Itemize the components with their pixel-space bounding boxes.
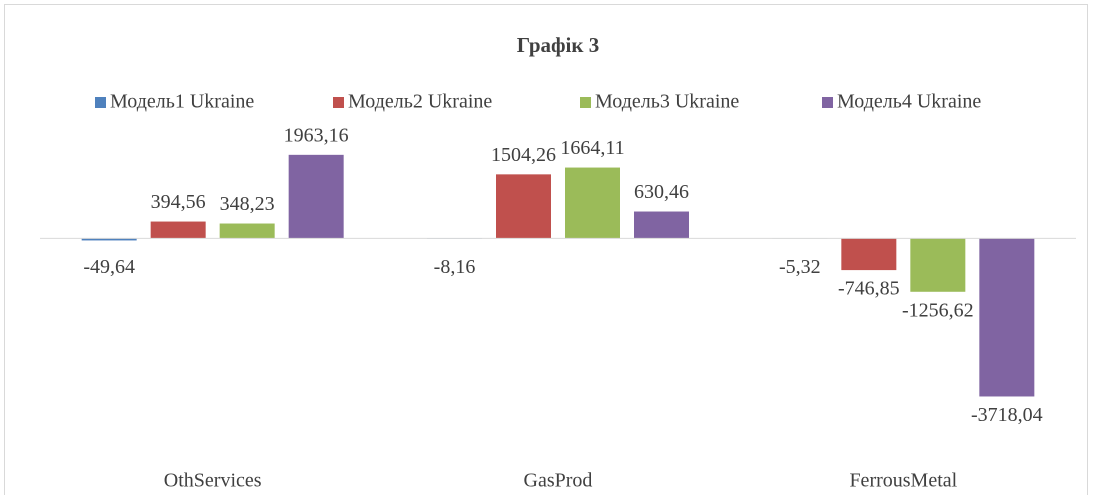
x-tick-label: GasProd <box>524 470 593 492</box>
legend-label: Модель2 Ukraine <box>348 91 492 113</box>
chart-border <box>4 4 1088 495</box>
legend-swatch <box>822 97 833 108</box>
legend-label: Модель3 Ukraine <box>595 91 739 113</box>
bar <box>496 174 551 239</box>
data-label: 1963,16 <box>284 124 349 146</box>
legend-label: Модель1 Ukraine <box>110 91 254 113</box>
bar <box>841 238 897 271</box>
bar <box>81 238 137 241</box>
legend-swatch <box>95 97 106 108</box>
data-label: -49,64 <box>83 256 135 278</box>
chart-title: Графік 3 <box>517 33 599 57</box>
bar <box>565 167 620 239</box>
data-label: 630,46 <box>634 181 689 203</box>
legend-swatch <box>333 97 344 108</box>
bar <box>634 211 689 239</box>
bar <box>979 238 1035 397</box>
data-label: 348,23 <box>220 193 275 215</box>
legend-label: Модель4 Ukraine <box>837 91 981 113</box>
bar <box>288 154 344 239</box>
data-label: 1504,26 <box>491 144 556 166</box>
x-tick-label: FerrousMetal <box>849 470 957 492</box>
data-label: -5,32 <box>779 256 821 278</box>
data-label: -746,85 <box>838 278 900 300</box>
data-label: -3718,04 <box>971 404 1043 426</box>
legend-swatch <box>580 97 591 108</box>
bar <box>219 223 275 239</box>
bar <box>150 221 206 239</box>
bar <box>910 238 966 292</box>
data-label: -8,16 <box>434 256 476 278</box>
data-label: 394,56 <box>151 191 206 213</box>
data-label: 1664,11 <box>560 137 624 159</box>
data-label: -1256,62 <box>902 299 974 321</box>
x-tick-label: OthServices <box>164 470 262 492</box>
